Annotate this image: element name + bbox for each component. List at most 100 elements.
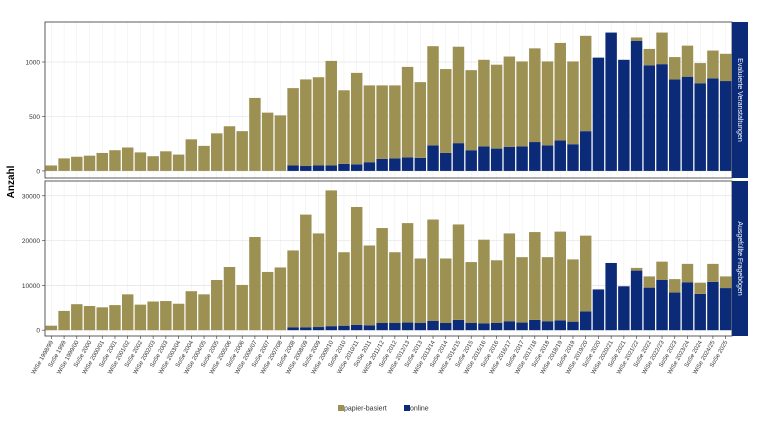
bar-segment [452,224,465,320]
bar-segment [516,257,528,323]
bar-segment [211,133,223,171]
bar-segment [478,59,490,147]
bar-segment [325,165,337,171]
bar-segment [681,76,694,171]
legend-swatch [404,405,410,411]
bar-segment [249,236,261,331]
bar-segment [618,286,630,331]
panel-background [45,22,732,178]
bar-segment [300,79,312,167]
y-tick-label: 10000 [22,283,40,290]
bar-segment [134,304,147,331]
bar-segment [516,61,528,147]
bar-segment [567,144,579,171]
bar-segment [694,63,706,84]
bar-segment [121,147,134,171]
facet-title: Evaluierte Veranstaltungen [736,58,743,142]
y-tick-label: 500 [29,114,40,121]
bar-segment [414,82,427,158]
bar-segment [58,310,70,331]
facet-title: Ausgefüllte Fragebögen [736,221,743,295]
bar-segment [490,260,503,324]
bar-segment [427,219,439,321]
bar-segment [287,327,299,331]
y-tick-label: 0 [36,168,40,175]
bar-segment [452,46,465,144]
bar-segment [236,284,248,331]
bar-segment [223,267,236,331]
bar-segment [312,77,325,166]
bar-segment [338,90,350,164]
bar-segment [503,233,516,322]
bar-segment [503,321,516,331]
bar-segment [172,154,185,171]
bar-segment [185,139,198,171]
bar-segment [211,280,223,331]
legend-label: online [410,406,429,413]
bar-segment [414,323,427,331]
legend-label: papier-basiert [344,406,387,413]
bar-segment [694,293,706,331]
bar-segment [630,37,643,41]
bar-segment [172,303,185,331]
bar-segment [338,252,350,326]
bar-segment [401,223,414,323]
y-tick-label: 30000 [22,193,40,200]
bar-segment [554,320,566,331]
bar-segment [567,259,579,322]
bar-segment [669,279,681,293]
y-tick-label: 0 [36,328,40,335]
bar-segment [656,261,668,281]
bar-segment [503,56,516,147]
bar-segment [83,155,96,171]
bar-segment [363,162,376,171]
bar-segment [529,232,541,320]
bar-segment [452,143,465,171]
bar-segment [312,165,325,171]
bar-segment [71,156,83,171]
bar-segment [300,166,312,171]
bar-segment [401,157,414,171]
bar-segment [350,164,363,171]
bar-segment [592,289,605,331]
bar-segment [529,319,541,331]
bar-segment [490,64,503,149]
bar-segment [630,267,643,271]
bar-segment [58,158,70,171]
bar-segment [287,165,299,171]
bar-segment [338,325,350,331]
bar-segment [618,59,630,171]
bar-segment [45,325,58,331]
bar-segment [350,72,363,165]
bar-segment [261,112,274,171]
bar-segment [223,126,236,171]
bar-segment [541,257,554,322]
bar-segment [719,53,732,82]
facet-strip [732,181,748,336]
bar-segment [376,85,388,159]
bar-segment [440,69,452,153]
bar-segment [312,233,325,328]
bar-segment [147,156,159,171]
bar-segment [592,57,605,171]
bar-segment [643,287,656,331]
bar-segment [414,258,427,324]
bar-segment [261,271,274,331]
bar-segment [389,323,401,331]
bar-segment [134,152,147,171]
bar-segment [427,320,439,331]
bar-segment [300,327,312,331]
bar-segment [465,150,477,171]
bar-segment [579,311,592,331]
bar-segment [350,324,363,331]
bar-segment [478,323,490,331]
bar-segment [719,276,732,289]
bar-segment [490,148,503,171]
bar-segment [274,267,287,331]
bar-segment [274,115,287,171]
bar-segment [389,158,401,171]
bar-segment [554,140,566,171]
bar-segment [707,78,719,171]
bar-segment [656,64,668,171]
